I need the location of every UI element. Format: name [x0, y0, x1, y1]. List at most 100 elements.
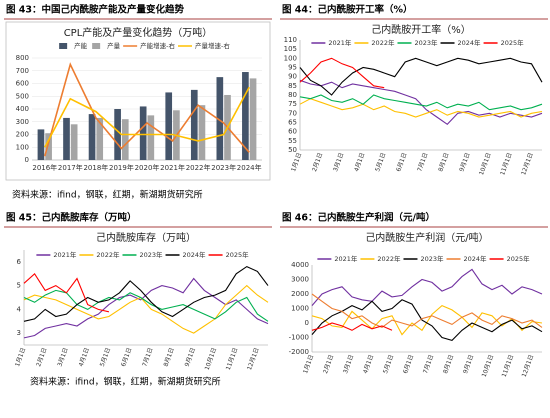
source-note: 资料来源：ifind，钢联，红期，新湖期货研究所 — [12, 189, 203, 201]
legend-label: 2025年 — [226, 250, 250, 259]
y-tick-label: 85 — [288, 82, 297, 90]
bar — [165, 92, 173, 160]
y-tick-label: 800 — [16, 54, 29, 62]
series-line — [23, 265, 269, 322]
series-line — [23, 284, 269, 334]
x-tick-label: 11月1日 — [501, 354, 516, 378]
bar — [147, 115, 155, 160]
y-tick-label: -2000 — [289, 348, 309, 356]
x-tick-label: 2017年 — [58, 163, 83, 172]
bar — [121, 119, 129, 160]
x-tick-label: 2016年 — [32, 163, 57, 172]
x-tick-label: 6月1日 — [402, 354, 415, 375]
y-tick-label: 400 — [16, 105, 29, 113]
y-tick-label: 65 — [288, 119, 297, 127]
x-tick-label: 11月1日 — [499, 152, 514, 176]
x-tick-label: 2018年 — [83, 163, 108, 172]
x-tick-label: 2023年 — [211, 163, 236, 172]
x-tick-label: 1月1日 — [14, 347, 27, 368]
x-tick-label: 9月1日 — [184, 347, 197, 368]
y-tick-label: 75 — [288, 100, 297, 108]
legend-label: 2022年 — [371, 38, 395, 47]
y-tick-label: 50 — [288, 146, 297, 154]
series-line — [23, 277, 269, 339]
bar — [37, 129, 45, 160]
y-tick-label: 4 — [17, 305, 22, 313]
bar — [70, 124, 78, 160]
x-tick-label: 12月1日 — [520, 152, 535, 176]
series-line — [44, 62, 250, 157]
x-tick-label: 10月1日 — [481, 354, 496, 378]
y-tick-label: 80 — [288, 91, 297, 99]
x-tick-label: 9月1日 — [458, 152, 471, 173]
bar — [63, 117, 70, 160]
y-tick-label: 1000 — [291, 305, 309, 313]
x-tick-label: 4月1日 — [353, 152, 366, 173]
legend-label: 2021年 — [334, 254, 358, 263]
bar — [190, 89, 198, 160]
y-tick-label: 55 — [288, 137, 297, 145]
y-tick-label: 200 — [16, 131, 29, 139]
legend-label: 2023年 — [420, 254, 444, 263]
figure-header: 图 44：己内酰胺开工率（%） — [282, 4, 413, 16]
y-tick-label: 3000 — [291, 276, 309, 284]
series-line — [299, 94, 543, 111]
legend-label: 2025年 — [501, 38, 525, 47]
series-line — [299, 57, 385, 89]
x-tick-label: 10月1日 — [204, 347, 219, 371]
y-tick-label: 100 — [16, 143, 29, 151]
x-tick-label: 2月1日 — [35, 347, 48, 368]
y-tick-label: 600 — [16, 80, 29, 88]
y-tick-label: 300 — [16, 118, 29, 126]
y-tick-label: 500 — [16, 92, 29, 100]
source-note: 资料来源：ifind，钢联，红期，新湖期货研究所 — [30, 376, 221, 388]
x-tick-label: 6月1日 — [120, 347, 133, 368]
x-tick-label: 11月1日 — [225, 347, 240, 371]
x-tick-label: 8月1日 — [442, 354, 455, 375]
y-tick-label: -1000 — [289, 334, 309, 342]
y-tick-label: 3 — [17, 329, 21, 337]
bar — [45, 133, 52, 160]
chart-title: 己内酰胺生产利润（元/吨） — [365, 231, 488, 244]
y-tick-label: 60 — [288, 128, 297, 136]
legend-label: 2022年 — [96, 250, 120, 259]
y-tick-label: 70 — [288, 109, 297, 117]
x-tick-label: 4月1日 — [78, 347, 91, 368]
y-tick-label: 6 — [17, 258, 22, 266]
y-tick-label: 100 — [284, 54, 297, 62]
chart-title: CPL产能及产量变化趋势（万吨） — [64, 26, 213, 39]
x-tick-label: 2月1日 — [322, 354, 335, 375]
series-line — [311, 268, 543, 306]
x-tick-label: 1月1日 — [302, 354, 315, 375]
legend-label: 产量 — [107, 41, 121, 50]
legend-swatch — [59, 43, 68, 49]
x-tick-label: 5月1日 — [99, 347, 112, 368]
legend-label: 2021年 — [328, 38, 352, 47]
legend-label: 产能增速-右 — [140, 41, 175, 50]
figure-header: 图 45：己内酰胺库存（万吨） — [6, 212, 137, 224]
x-tick-label: 1月1日 — [290, 152, 303, 173]
x-tick-label: 2020年 — [135, 163, 160, 172]
chart-title: 己内酰胺库存（万吨） — [96, 231, 196, 244]
series-line — [299, 98, 543, 118]
bar — [114, 109, 121, 160]
legend-label: 2021年 — [53, 250, 77, 259]
figure-header: 图 43：中国己内酰胺产能及产量变化趋势 — [6, 4, 185, 16]
x-tick-label: 10月1日 — [478, 152, 493, 176]
x-tick-label: 6月1日 — [395, 152, 408, 173]
y-tick-label: 0 — [305, 319, 309, 327]
y-tick-label: 90 — [288, 73, 297, 81]
x-tick-label: 2024年 — [237, 163, 262, 172]
series-line — [311, 299, 543, 342]
y-tick-label: 4000 — [291, 261, 309, 269]
y-tick-label: 700 — [16, 67, 29, 75]
y-tick-label: 110 — [284, 36, 297, 44]
bar — [198, 105, 206, 160]
x-tick-label: 12月1日 — [521, 354, 536, 378]
x-tick-label: 3月1日 — [332, 152, 345, 173]
y-tick-label: 5 — [17, 282, 21, 290]
legend-label: 2022年 — [377, 254, 401, 263]
series-line — [311, 293, 543, 329]
y-tick-label: 2000 — [291, 290, 309, 298]
bar — [88, 114, 96, 160]
